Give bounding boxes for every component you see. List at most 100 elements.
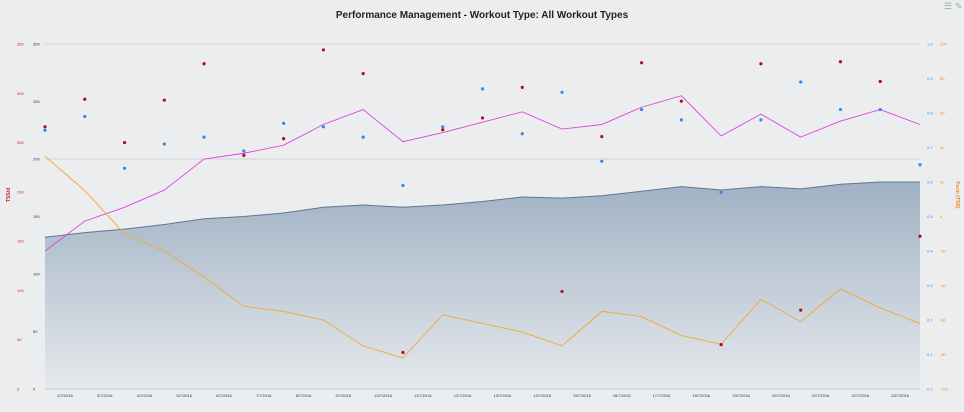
x-tick-label: 18/7/2016	[692, 393, 711, 398]
x-tick-label: 12/7/2016	[454, 393, 473, 398]
intensity-point	[122, 166, 127, 170]
x-tick-label: 4/7/2016	[137, 393, 153, 398]
intensity-point	[838, 107, 843, 112]
form-axis-tick: 80	[940, 76, 945, 81]
form-axis-tick: -40	[940, 283, 947, 288]
x-tick-label: 17/7/2016	[653, 393, 672, 398]
tss-point	[282, 137, 286, 141]
tss-point	[600, 135, 604, 139]
x-tick-label: 16/7/2016	[613, 393, 632, 398]
intensity-axis-tick: 0.0	[927, 387, 933, 392]
inner-axis-tick: 50	[33, 329, 38, 334]
form-axis-tick: -20	[940, 249, 947, 254]
intensity-point	[282, 121, 286, 125]
x-tick-label: 8/7/2016	[296, 393, 312, 398]
intensity-point	[480, 87, 485, 91]
x-tick-label: 7/7/2016	[256, 393, 272, 398]
left-axis-tick: 150	[17, 239, 24, 244]
intensity-point	[878, 107, 882, 112]
form-axis-tick: -100	[940, 387, 949, 392]
form-axis-tick: 100	[940, 42, 947, 47]
axes: 2/7/2016 3/7/2016 4/7/2016 5/7/2016 6/7/2016…	[6, 42, 960, 399]
intensity-point	[520, 132, 524, 136]
tss-point	[202, 62, 206, 66]
tss-point	[639, 61, 644, 65]
pencil-icon[interactable]: ✎	[955, 1, 963, 11]
form-axis-tick: 20	[940, 180, 945, 185]
fatigue-line	[44, 95, 921, 252]
intensity-point	[918, 163, 922, 167]
line-series	[44, 95, 921, 359]
intensity-axis-tick: 0.9	[927, 76, 933, 81]
fitness-area	[44, 181, 920, 389]
intensity-axis-tick: 1.0	[927, 42, 933, 47]
tss-point	[242, 153, 246, 157]
inner-axis-tick: 250	[33, 99, 40, 104]
intensity-point	[639, 107, 644, 112]
fitness-line	[44, 181, 920, 238]
left-axis-tick: 100	[17, 288, 24, 293]
left-axis-tick: 0	[17, 387, 20, 392]
right-axis-title: Form (TSB)	[954, 181, 960, 209]
intensity-point	[441, 125, 445, 129]
form-axis-tick: -60	[940, 318, 947, 323]
left-axis-tick: 50	[17, 337, 22, 342]
tss-point	[759, 62, 763, 66]
tss-point	[480, 116, 485, 120]
x-tick-label: 23/7/2016	[891, 393, 910, 398]
intensity-axis-tick: 0.7	[927, 145, 933, 150]
tss-point	[43, 125, 47, 129]
x-tick-label: 19/7/2016	[732, 393, 751, 398]
tss-point	[122, 140, 127, 145]
intensity-point	[242, 149, 246, 153]
intensity-point	[759, 118, 763, 122]
point-series	[43, 48, 922, 355]
intensity-point	[719, 190, 723, 194]
tss-point	[838, 60, 843, 64]
tss-point	[162, 98, 166, 102]
left-axis-tick: 200	[17, 189, 24, 194]
intensity-axis-tick: 0.2	[927, 318, 933, 323]
tss-point	[560, 289, 564, 294]
tss-point	[321, 48, 326, 52]
intensity-axis-tick: 0.3	[927, 283, 933, 288]
hamburger-menu-icon[interactable]: ☰	[944, 1, 953, 11]
intensity-point	[679, 118, 683, 122]
x-tick-label: 5/7/2016	[176, 393, 192, 398]
left-axis-tick: 350	[17, 42, 24, 47]
tss-point	[520, 85, 524, 89]
form-axis-tick: 0	[940, 214, 943, 219]
form-axis-tick: 60	[940, 111, 945, 116]
intensity-point	[600, 159, 604, 163]
intensity-point	[162, 142, 166, 146]
tss-point	[679, 99, 683, 103]
tss-point	[799, 308, 803, 312]
intensity-point	[799, 80, 803, 84]
x-tick-label: 14/7/2016	[533, 393, 552, 398]
x-tick-label: 3/7/2016	[97, 393, 113, 398]
tss-point	[918, 234, 922, 238]
tss-point	[441, 128, 445, 132]
x-tick-label: 13/7/2016	[493, 393, 512, 398]
inner-axis-tick: 300	[33, 42, 40, 47]
tss-point	[719, 343, 723, 347]
form-line	[44, 155, 921, 359]
inner-axis-tick: 100	[33, 272, 40, 277]
x-tick-label: 15/7/2016	[573, 393, 592, 398]
intensity-point	[321, 125, 326, 129]
intensity-axis-tick: 0.8	[927, 111, 933, 116]
left-axis-tick: 250	[17, 140, 24, 145]
intensity-point	[560, 90, 564, 94]
intensity-axis-tick: 0.4	[927, 249, 933, 254]
inner-axis-tick: 0	[33, 387, 36, 392]
intensity-axis-tick: 0.5	[927, 214, 933, 219]
x-tick-label: 9/7/2016	[336, 393, 352, 398]
left-axis-tick: 300	[17, 91, 24, 96]
chart-title: Performance Management - Workout Type: A…	[335, 10, 629, 21]
tss-point	[361, 71, 365, 76]
tss-point	[878, 79, 882, 84]
form-axis-tick: -80	[940, 352, 947, 357]
x-tick-label: 6/7/2016	[216, 393, 232, 398]
intensity-point	[401, 183, 405, 188]
